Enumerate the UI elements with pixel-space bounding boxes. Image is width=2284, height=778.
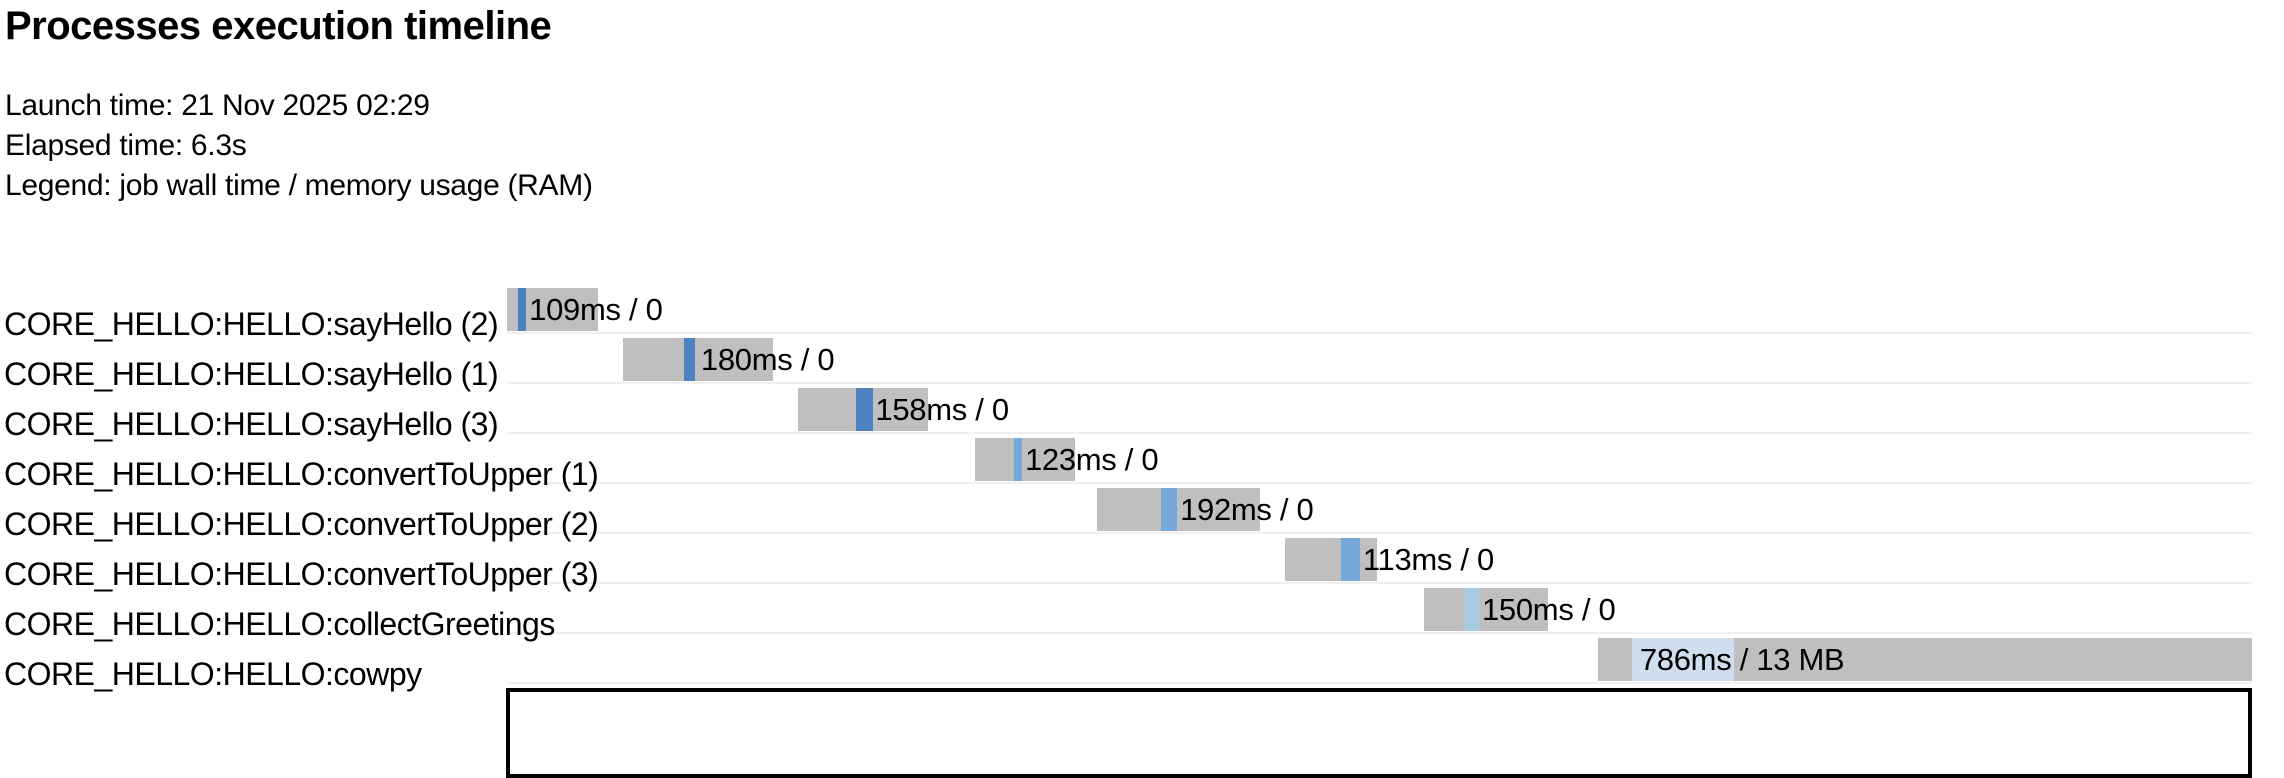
task-run-segment (1013, 438, 1023, 481)
row-gridline (507, 332, 2252, 334)
task-bar-label: 192ms / 0 (1180, 492, 1314, 527)
timeline-chart: CORE_HELLO:HELLO:sayHello (2) 109ms / 0 CO… (4, 288, 2252, 692)
task-bar-label: 109ms / 0 (529, 292, 663, 327)
page-title: Processes execution timeline (5, 4, 552, 48)
row-gridline (507, 382, 2252, 384)
row-gridline (507, 582, 2252, 584)
task-run-segment (684, 338, 696, 381)
task-run-segment (518, 288, 527, 331)
task-bar-label: 158ms / 0 (875, 392, 1009, 427)
task-bar (1096, 488, 1261, 531)
task-label: CORE_HELLO:HELLO:convertToUpper (1) (4, 456, 599, 492)
task-label: CORE_HELLO:HELLO:convertToUpper (3) (4, 556, 599, 592)
task-label: CORE_HELLO:HELLO:sayHello (1) (4, 356, 499, 392)
legend-text: Legend: job wall time / memory usage (RA… (5, 169, 593, 202)
task-label: CORE_HELLO:HELLO:collectGreetings (4, 606, 555, 642)
task-bar-label: 786ms / 13 MB (1639, 642, 1845, 677)
row-gridline (507, 482, 2252, 484)
row-gridline (507, 432, 2252, 434)
bottom-panel (506, 688, 2252, 778)
task-bar-label: 113ms / 0 (1362, 542, 1494, 577)
task-bar-label: 123ms / 0 (1024, 442, 1159, 477)
task-bar-label: 180ms / 0 (700, 342, 835, 377)
report-meta: Launch time: 21 Nov 2025 02:29 Elapsed t… (5, 86, 593, 206)
task-label: CORE_HELLO:HELLO:sayHello (2) (4, 306, 499, 342)
row-gridline (507, 682, 2252, 684)
launch-time-text: Launch time: 21 Nov 2025 02:29 (5, 89, 430, 122)
task-bar-label: 150ms / 0 (1481, 592, 1616, 627)
task-run-segment (1160, 488, 1178, 531)
task-bar (623, 338, 773, 381)
timeline-report: { "header": { "title": "Processes execut… (4, 4, 2252, 778)
task-run-segment (855, 388, 873, 431)
task-label: CORE_HELLO:HELLO:convertToUpper (2) (4, 506, 599, 542)
task-bar (1285, 538, 1377, 581)
task-run-segment (1465, 588, 1480, 631)
task-label: CORE_HELLO:HELLO:cowpy (4, 656, 422, 692)
task-bar (1598, 638, 2252, 681)
task-bar (797, 388, 928, 431)
task-bar (975, 438, 1075, 481)
task-label: CORE_HELLO:HELLO:sayHello (3) (4, 406, 499, 442)
task-run-segment (1340, 538, 1361, 581)
task-run-segment (1631, 638, 1735, 681)
row-gridline (507, 632, 2252, 634)
task-bar (507, 288, 599, 331)
row-gridline (507, 532, 2252, 534)
elapsed-time-text: Elapsed time: 6.3s (5, 129, 247, 162)
task-bar (1423, 588, 1549, 631)
